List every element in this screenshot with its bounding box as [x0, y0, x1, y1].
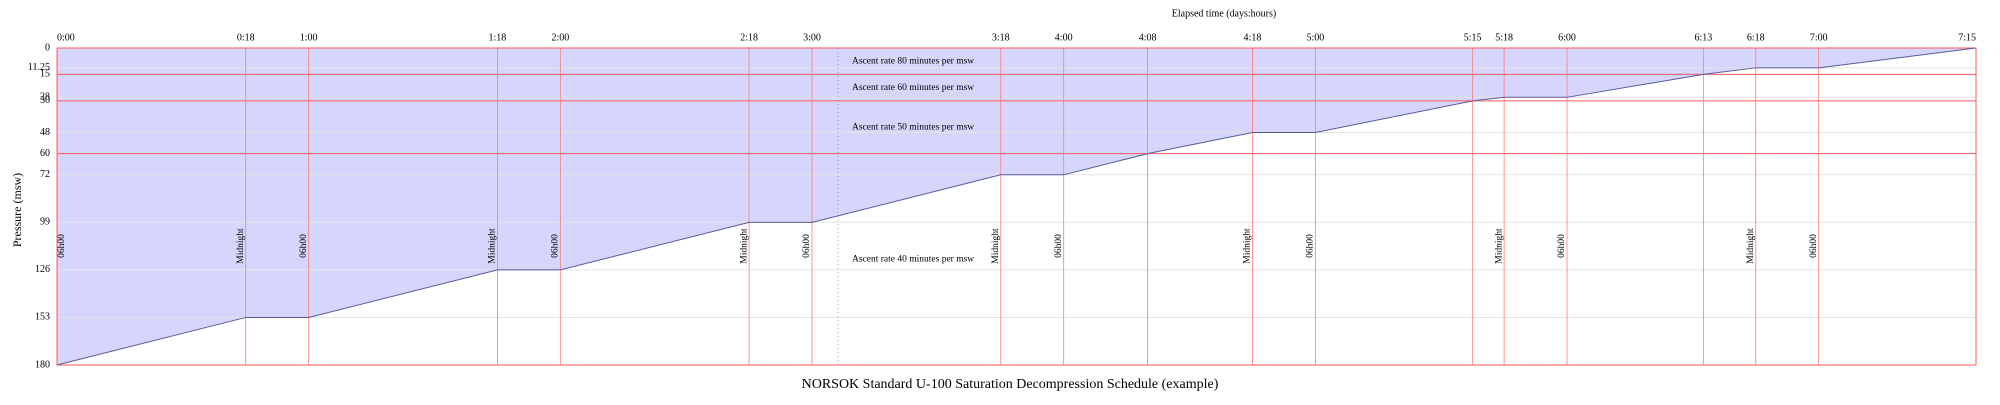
y-tick-label: 0: [45, 42, 50, 53]
y-tick-label: 30: [40, 95, 50, 106]
x-tick-label: 5:00: [1306, 32, 1324, 43]
clock-label: Midnight: [991, 228, 1001, 264]
y-tick-label: 48: [40, 127, 50, 138]
annotation: Ascent rate 80 minutes per msw: [852, 56, 974, 66]
clock-label: 06h00: [1306, 234, 1316, 258]
y-tick-label: 15: [40, 69, 50, 80]
x-tick-label: 6:13: [1694, 32, 1712, 43]
clock-label: Midnight: [739, 228, 749, 264]
x-tick-label: 3:00: [803, 32, 821, 43]
x-tick-label: 4:18: [1244, 32, 1262, 43]
y-tick-label: 126: [35, 264, 50, 275]
clock-label: 06h00: [57, 234, 67, 258]
plot-frame: [56, 47, 1977, 366]
x-tick-label: 0:18: [237, 32, 255, 43]
y-tick-label: 99: [40, 217, 50, 228]
x-tick-label: 5:18: [1495, 32, 1513, 43]
clock-label: 06h00: [551, 234, 561, 258]
x-tick-label: 6:18: [1747, 32, 1765, 43]
x-axis-title: Elapsed time (days:hours): [1172, 8, 1276, 19]
clock-label: 06h00: [1054, 234, 1064, 258]
annotation: Ascent rate 40 minutes per msw: [852, 255, 974, 265]
clock-label: Midnight: [236, 228, 246, 264]
clock-label: Midnight: [488, 228, 498, 264]
x-tick-label: 7:00: [1810, 32, 1828, 43]
x-tick-label: 0:00: [57, 32, 75, 43]
annotation: Ascent rate 60 minutes per msw: [852, 83, 974, 93]
x-tick-label: 1:00: [300, 32, 318, 43]
x-tick-label: 7:15: [1958, 32, 1976, 43]
chart-title: NORSOK Standard U-100 Saturation Decompr…: [802, 377, 1219, 392]
clock-label: Midnight: [1494, 228, 1504, 264]
profile-line: [56, 47, 1977, 366]
x-tick-label: 6:00: [1558, 32, 1576, 43]
clock-label: 06h00: [1809, 234, 1819, 258]
clock-label: 06h00: [1557, 234, 1567, 258]
x-tick-label: 4:00: [1055, 32, 1073, 43]
y-tick-label: 72: [40, 169, 50, 180]
x-tick-label: 2:18: [740, 32, 758, 43]
y-tick-label: 60: [40, 148, 50, 159]
clock-label: Midnight: [1243, 228, 1253, 264]
x-tick-label: 3:18: [992, 32, 1010, 43]
y-axis-title: Pressure (msw): [10, 173, 24, 247]
y-tick-label: 153: [35, 312, 50, 323]
y-tick-label: 28: [40, 92, 50, 103]
clock-label: Midnight: [1746, 228, 1756, 264]
y-tick-label: 11.25: [28, 62, 50, 73]
x-tick-label: 2:00: [551, 32, 569, 43]
x-tick-label: 4:08: [1139, 32, 1157, 43]
x-tick-label: 1:18: [489, 32, 507, 43]
x-tick-label: 5:15: [1464, 32, 1482, 43]
annotation: Ascent rate 50 minutes per msw: [852, 122, 974, 132]
clock-label: 06h00: [802, 234, 812, 258]
y-tick-label: 180: [35, 359, 50, 370]
clock-label: 06h00: [299, 234, 309, 258]
area-fill: [57, 48, 1976, 365]
